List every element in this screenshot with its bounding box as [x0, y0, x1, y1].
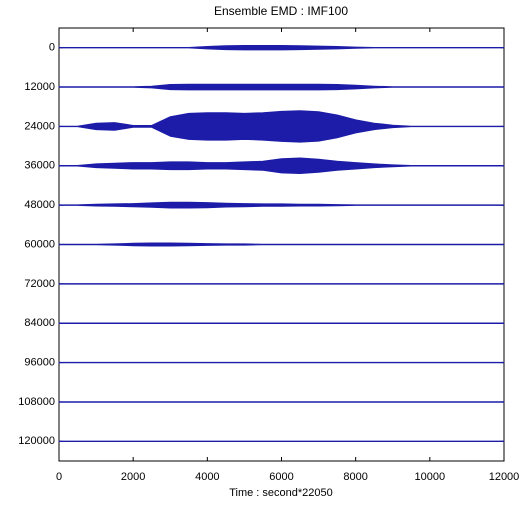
imf-trace	[58, 201, 505, 209]
imf-trace	[58, 440, 505, 443]
chart-title: Ensemble EMD : IMF100	[214, 4, 348, 18]
y-tick-label: 0	[49, 42, 55, 54]
x-tick-label: 6000	[269, 471, 293, 483]
x-tick-label: 8000	[343, 471, 367, 483]
imf-trace	[58, 110, 505, 143]
y-tick-label: 60000	[24, 238, 55, 250]
imf-trace	[58, 157, 505, 175]
imf-trace	[58, 45, 505, 51]
imf-trace	[58, 361, 505, 364]
y-tick-label: 12000	[24, 81, 55, 93]
imf-trace	[58, 283, 505, 285]
x-axis-label: Time : second*22050	[229, 487, 333, 499]
imf-trace	[58, 242, 505, 247]
x-tick-label: 4000	[195, 471, 219, 483]
x-tick-label: 12000	[489, 471, 520, 483]
imf-trace	[58, 83, 505, 91]
x-tick-label: 2000	[121, 471, 145, 483]
y-tick-label: 24000	[24, 120, 55, 132]
y-tick-label: 120000	[18, 435, 55, 447]
y-tick-label: 96000	[24, 356, 55, 368]
y-tick-label: 84000	[24, 317, 55, 329]
y-tick-label: 48000	[24, 199, 55, 211]
x-tick-label: 10000	[415, 471, 446, 483]
y-tick-label: 36000	[24, 160, 55, 172]
imf-trace	[58, 401, 505, 403]
y-tick-label: 108000	[18, 396, 55, 408]
x-tick-label: 0	[56, 471, 62, 483]
imf-trace	[58, 322, 505, 325]
y-tick-label: 72000	[24, 278, 55, 290]
